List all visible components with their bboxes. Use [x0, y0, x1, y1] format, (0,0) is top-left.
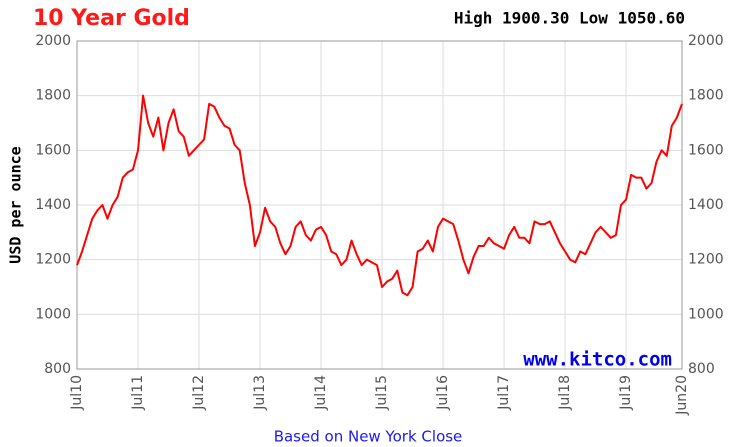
y-tick-label: 1600	[35, 142, 71, 158]
x-tick-label: Jul15	[374, 375, 390, 411]
y-tick-label: 1200	[35, 252, 71, 268]
x-tick-label: Jun20	[674, 375, 690, 416]
x-tick-label: Jul19	[618, 375, 634, 411]
y-tick-label-right: 1400	[688, 197, 724, 213]
y-tick-label-right: 800	[688, 361, 715, 377]
x-tick-label: Jul18	[557, 375, 573, 411]
y-tick-label-right: 2000	[688, 33, 724, 49]
x-tick-label: Jul17	[496, 375, 512, 411]
y-tick-label: 1800	[35, 88, 71, 104]
y-axis-label: USD per ounce	[7, 146, 25, 263]
plot-border	[76, 40, 683, 370]
x-tick-label: Jul11	[130, 375, 146, 411]
y-tick-label: 800	[44, 361, 71, 377]
high-low: High 1900.30 Low 1050.60	[454, 9, 685, 28]
x-tick-label: Jul16	[435, 375, 451, 411]
x-tick-label: Jul14	[313, 375, 329, 411]
y-tick-label: 1000	[35, 306, 71, 322]
y-tick-label-right: 1600	[688, 142, 724, 158]
chart-title: 10 Year Gold	[33, 6, 190, 31]
price-line	[76, 94, 683, 297]
x-tick-label: Jul10	[69, 375, 85, 411]
x-tick-label: Jul12	[191, 375, 207, 411]
footnote: Based on New York Close	[274, 428, 463, 446]
y-tick-label-right: 1200	[688, 252, 724, 268]
y-tick-label: 1400	[35, 197, 71, 213]
y-tick-label-right: 1000	[688, 306, 724, 322]
source-watermark: www.kitco.com	[523, 349, 672, 371]
y-tick-label: 2000	[35, 33, 71, 49]
x-tick-label: Jul13	[252, 375, 268, 411]
y-tick-label-right: 1800	[688, 88, 724, 104]
